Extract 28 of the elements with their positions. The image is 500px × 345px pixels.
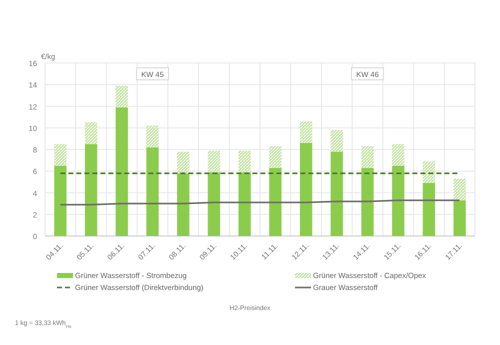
bar	[269, 168, 282, 236]
bar	[208, 172, 220, 236]
bar	[116, 86, 128, 108]
bar	[392, 166, 404, 236]
bar	[54, 166, 66, 236]
bar	[454, 178, 466, 200]
bar	[146, 147, 159, 236]
bar	[269, 146, 282, 168]
bar	[146, 126, 159, 148]
bar	[177, 152, 190, 174]
bar	[208, 150, 220, 172]
bar	[84, 144, 98, 236]
bar	[84, 122, 98, 144]
bar	[300, 143, 312, 236]
bar	[238, 172, 251, 236]
bar	[361, 168, 374, 236]
bar	[238, 150, 251, 172]
bar	[392, 144, 404, 166]
bar	[454, 200, 466, 236]
bar	[177, 173, 190, 236]
bar	[300, 121, 312, 144]
bar	[330, 130, 343, 152]
bar	[422, 183, 436, 236]
bar	[361, 146, 374, 168]
bar	[54, 144, 66, 166]
bar	[422, 161, 436, 184]
bar	[330, 152, 343, 236]
bar	[116, 107, 128, 236]
